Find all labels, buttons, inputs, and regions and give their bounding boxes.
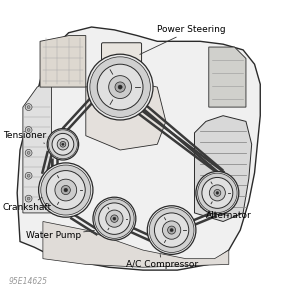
Circle shape [27,174,30,177]
Circle shape [25,127,32,134]
Text: Crankshaft: Crankshaft [3,197,52,212]
Polygon shape [86,79,166,150]
Circle shape [113,217,116,220]
FancyBboxPatch shape [102,43,142,83]
Polygon shape [209,47,246,107]
Circle shape [25,172,32,179]
Circle shape [162,221,181,239]
Text: Water Pump: Water Pump [26,230,94,240]
Circle shape [216,191,219,194]
Circle shape [27,106,30,109]
Circle shape [87,54,153,120]
Circle shape [27,152,30,154]
Circle shape [61,185,70,195]
Circle shape [41,165,91,215]
Circle shape [57,139,69,150]
Circle shape [170,229,173,232]
Circle shape [147,206,196,254]
Text: A/C Compressor: A/C Compressor [126,254,198,269]
Circle shape [46,171,85,209]
Polygon shape [17,27,260,270]
Text: Power Steering: Power Steering [140,26,226,54]
Polygon shape [43,221,229,267]
Text: Alternator: Alternator [206,211,252,220]
Circle shape [47,128,79,160]
Circle shape [99,203,130,234]
Circle shape [115,82,125,92]
Circle shape [118,85,122,89]
Circle shape [97,64,143,110]
Circle shape [168,226,176,234]
Circle shape [64,188,67,192]
Circle shape [95,199,134,238]
Circle shape [27,197,30,200]
Circle shape [60,141,66,147]
Text: 95E14625: 95E14625 [9,277,47,286]
Circle shape [25,195,32,202]
Circle shape [202,178,233,208]
Circle shape [93,197,136,240]
Circle shape [90,57,150,117]
Polygon shape [194,116,252,221]
Circle shape [196,172,239,214]
Circle shape [55,179,77,201]
Circle shape [149,208,194,252]
Circle shape [48,130,78,159]
Circle shape [111,215,118,222]
Circle shape [52,134,74,155]
Circle shape [214,190,221,196]
Circle shape [25,149,32,156]
Circle shape [25,104,32,110]
Circle shape [198,173,237,213]
Polygon shape [23,79,51,213]
Text: Tensioner: Tensioner [3,131,46,143]
Circle shape [154,213,189,247]
Polygon shape [40,36,86,87]
Circle shape [62,143,64,146]
Circle shape [39,163,93,217]
Circle shape [209,185,225,201]
Circle shape [109,76,132,98]
Circle shape [106,210,123,227]
Circle shape [27,128,30,131]
